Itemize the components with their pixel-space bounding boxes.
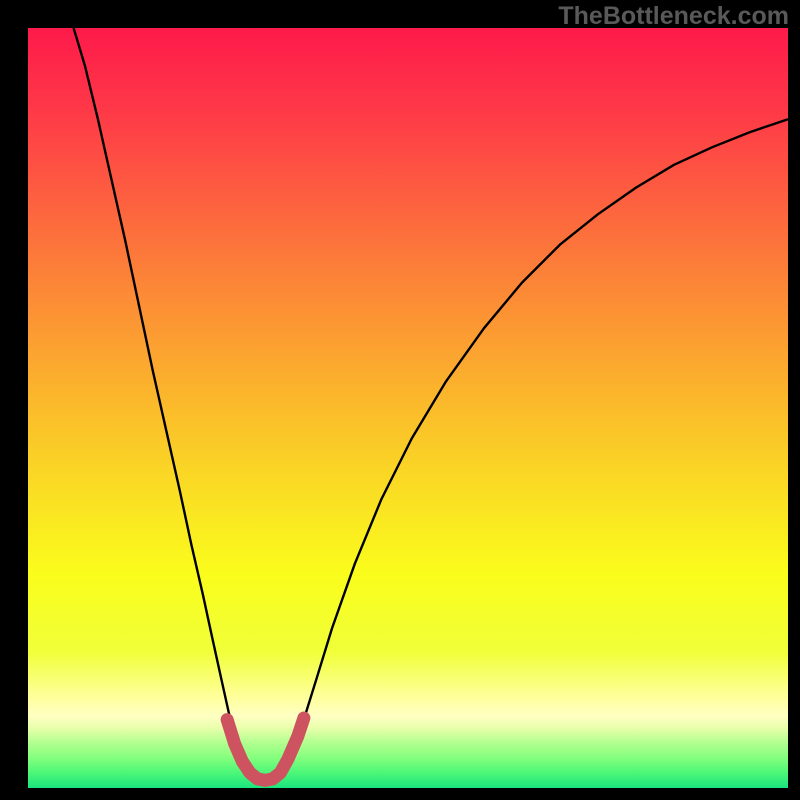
- watermark-text: TheBottleneck.com: [558, 2, 789, 31]
- chart-frame: [0, 0, 800, 800]
